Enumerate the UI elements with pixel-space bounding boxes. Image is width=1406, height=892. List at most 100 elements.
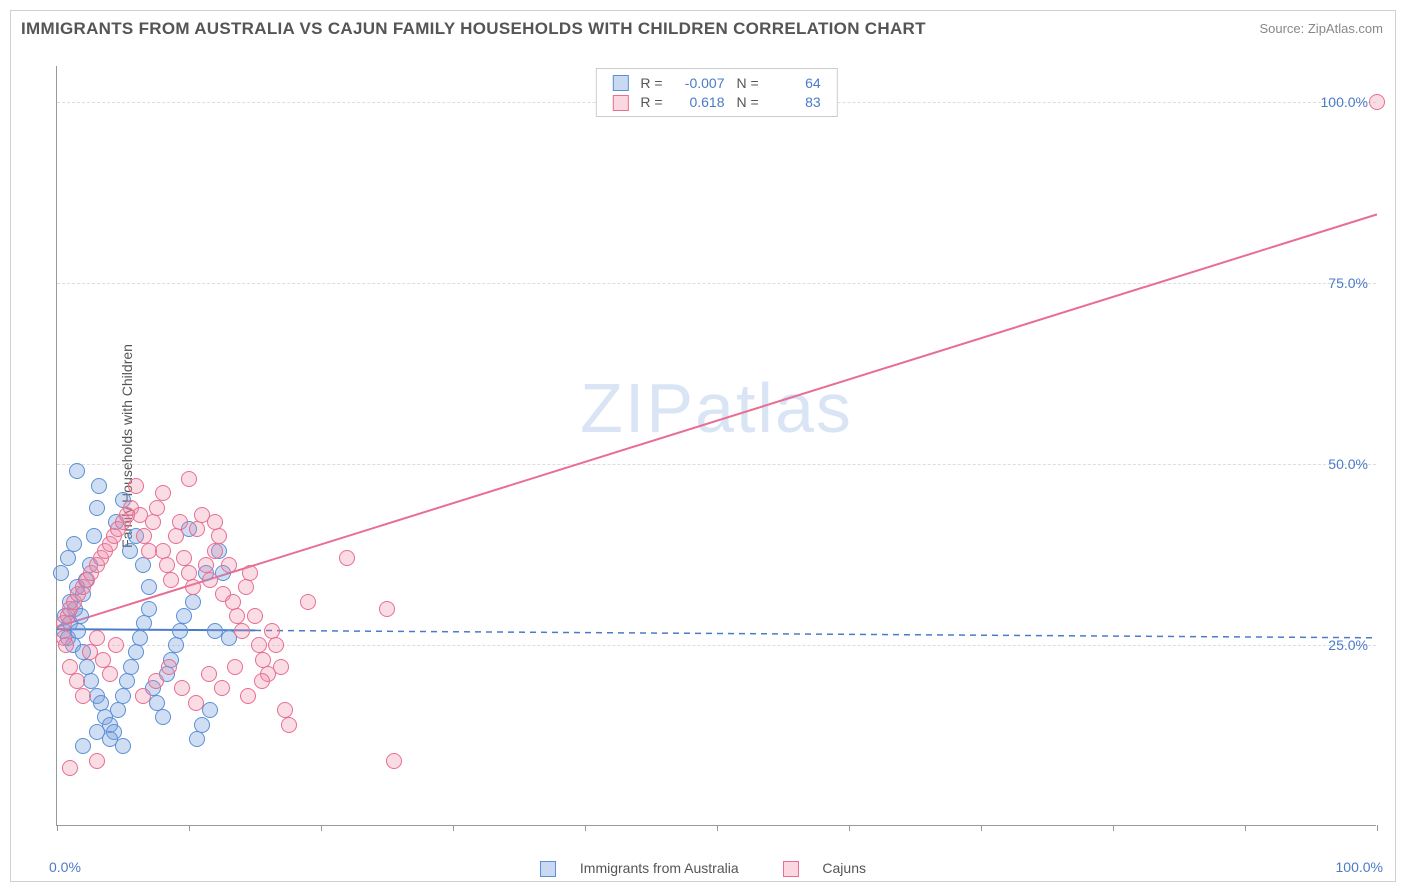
source-attribution: Source: ZipAtlas.com <box>1259 21 1383 36</box>
r-label: R = <box>634 73 668 92</box>
chart-title: IMMIGRANTS FROM AUSTRALIA VS CAJUN FAMIL… <box>21 19 926 39</box>
x-tick <box>189 825 190 831</box>
data-point <box>174 680 190 696</box>
legend-label-2: Cajuns <box>822 860 866 876</box>
data-point <box>115 688 131 704</box>
data-point <box>145 514 161 530</box>
data-point <box>211 528 227 544</box>
r-value-1: -0.007 <box>675 75 725 91</box>
x-tick <box>321 825 322 831</box>
data-point <box>201 666 217 682</box>
data-point <box>161 659 177 675</box>
x-tick <box>981 825 982 831</box>
swatch-pink-icon <box>783 861 799 877</box>
n-label-2: N = <box>731 92 765 111</box>
plot-area: ZIPatlas R = -0.007 N = 64 R = 0.618 N =… <box>56 66 1376 826</box>
data-point <box>240 688 256 704</box>
data-point <box>155 485 171 501</box>
data-point <box>58 637 74 653</box>
data-point <box>66 536 82 552</box>
data-point <box>128 478 144 494</box>
data-point <box>176 608 192 624</box>
data-point <box>225 594 241 610</box>
data-point <box>163 572 179 588</box>
x-tick <box>717 825 718 831</box>
x-axis-label-right: 100.0% <box>1336 859 1383 875</box>
data-point <box>202 702 218 718</box>
legend-stats: R = -0.007 N = 64 R = 0.618 N = 83 <box>595 68 837 117</box>
data-point <box>89 630 105 646</box>
data-point <box>115 738 131 754</box>
data-point <box>207 514 223 530</box>
data-point <box>189 521 205 537</box>
source-label: Source: <box>1259 21 1307 36</box>
legend-label-1: Immigrants from Australia <box>580 860 739 876</box>
data-point <box>70 623 86 639</box>
data-point <box>148 673 164 689</box>
swatch-blue-icon <box>612 75 628 91</box>
data-point <box>221 557 237 573</box>
swatch-pink-icon <box>612 95 628 111</box>
data-point <box>181 471 197 487</box>
data-point <box>214 680 230 696</box>
data-point <box>86 528 102 544</box>
data-point <box>110 702 126 718</box>
data-point <box>194 717 210 733</box>
data-point <box>141 601 157 617</box>
data-point <box>339 550 355 566</box>
x-axis-label-left: 0.0% <box>49 859 81 875</box>
data-point <box>62 760 78 776</box>
data-point <box>188 695 204 711</box>
data-point <box>242 565 258 581</box>
data-point <box>60 550 76 566</box>
x-tick <box>453 825 454 831</box>
data-point <box>277 702 293 718</box>
legend-stats-row-1: R = -0.007 N = 64 <box>606 73 826 92</box>
data-point <box>207 543 223 559</box>
data-point <box>53 565 69 581</box>
data-point <box>189 731 205 747</box>
data-point <box>172 623 188 639</box>
data-point <box>141 579 157 595</box>
x-tick <box>57 825 58 831</box>
data-point <box>123 659 139 675</box>
data-point <box>198 557 214 573</box>
data-point <box>181 565 197 581</box>
data-point <box>168 637 184 653</box>
n-value-2: 83 <box>771 94 821 110</box>
y-tick-label: 75.0% <box>1328 275 1368 291</box>
data-point <box>379 601 395 617</box>
data-point <box>128 644 144 660</box>
data-point <box>93 695 109 711</box>
x-tick <box>849 825 850 831</box>
y-tick-label: 50.0% <box>1328 456 1368 472</box>
n-value-1: 64 <box>771 75 821 91</box>
trend-line-solid <box>57 214 1377 627</box>
y-tick-label: 25.0% <box>1328 637 1368 653</box>
data-point <box>69 463 85 479</box>
data-point <box>168 528 184 544</box>
data-point <box>159 557 175 573</box>
data-point <box>135 557 151 573</box>
data-point <box>300 594 316 610</box>
data-point <box>155 543 171 559</box>
legend-bottom: Immigrants from Australia Cajuns <box>520 860 886 877</box>
data-point <box>155 709 171 725</box>
data-point <box>185 579 201 595</box>
data-point <box>119 673 135 689</box>
data-point <box>132 630 148 646</box>
data-point <box>264 623 280 639</box>
legend-stats-row-2: R = 0.618 N = 83 <box>606 92 826 111</box>
trend-line-dashed <box>255 630 1377 637</box>
data-point <box>122 543 138 559</box>
data-point <box>79 659 95 675</box>
source-name: ZipAtlas.com <box>1308 21 1383 36</box>
r-value-2: 0.618 <box>675 94 725 110</box>
data-point <box>202 572 218 588</box>
x-tick <box>1113 825 1114 831</box>
data-point <box>89 500 105 516</box>
data-point <box>251 637 267 653</box>
swatch-blue-icon <box>540 861 556 877</box>
data-point <box>247 608 263 624</box>
data-point <box>136 615 152 631</box>
